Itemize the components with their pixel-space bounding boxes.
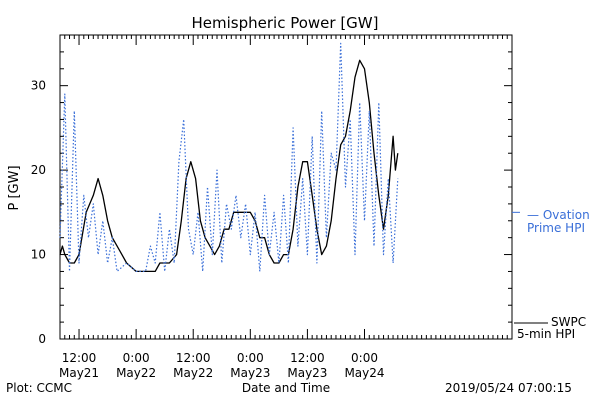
y-axis: 0 10 20 30: [31, 34, 512, 346]
x-tick-time-label: 0:00: [237, 351, 264, 365]
plot-frame: [59, 34, 513, 340]
x-tick-date-label: May23: [287, 366, 327, 380]
legend-swpc-line2: 5-min HPI: [517, 327, 575, 341]
legend-ovation-line2: Prime HPI: [527, 221, 585, 235]
y-tick-label: 10: [31, 248, 46, 262]
x-tick-time-label: 0:00: [123, 351, 150, 365]
x-tick-date-label: May22: [173, 366, 213, 380]
x-axis-label: Date and Time: [242, 381, 330, 395]
plot-area: [59, 42, 399, 273]
x-tick-time-label: 12:00: [290, 351, 325, 365]
legend-swpc-line1: SWPC: [551, 315, 586, 329]
chart-title: Hemispheric Power [GW]: [192, 14, 379, 32]
y-tick-label: 20: [31, 163, 46, 177]
x-tick-date-label: May23: [230, 366, 270, 380]
y-axis-label: P [GW]: [7, 165, 22, 210]
legend-swpc: SWPC 5-min HPI: [514, 315, 586, 341]
x-tick-time-label: 0:00: [351, 351, 378, 365]
x-tick-date-label: May22: [116, 366, 156, 380]
footer-credit: Plot: CCMC: [6, 381, 72, 395]
x-tick-time-label: 12:00: [176, 351, 211, 365]
series-ovation-prime-line: [59, 42, 399, 272]
y-tick-label: 0: [38, 332, 46, 346]
x-tick-date-label: May21: [59, 366, 99, 380]
x-axis: 12:00May210:00May2212:00May220:00May2312…: [59, 35, 520, 380]
y-tick-label: 30: [31, 79, 46, 93]
legend-ovation: — Ovation Prime HPI: [527, 208, 590, 235]
x-tick-time-label: 12:00: [62, 351, 97, 365]
legend-ovation-line1: — Ovation: [527, 208, 590, 222]
footer-timestamp: 2019/05/24 07:00:15: [445, 381, 572, 395]
x-tick-date-label: May24: [344, 366, 384, 380]
